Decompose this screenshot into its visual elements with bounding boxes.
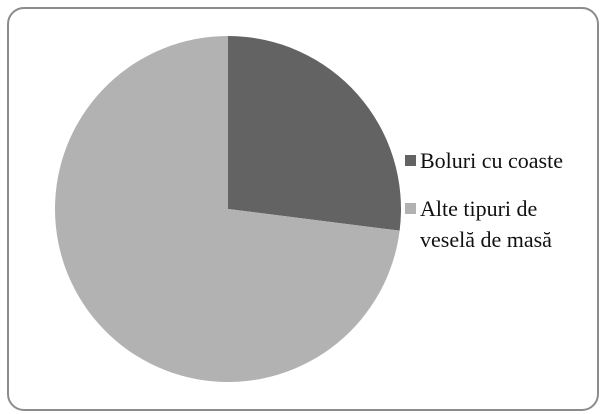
pie — [54, 35, 401, 382]
legend-label: Boluri cu coaste — [420, 148, 563, 173]
legend-item: Boluri cu coaste — [405, 145, 580, 176]
legend-item: Alte tipuri de veselă de masă — [405, 193, 580, 255]
legend-swatch — [405, 203, 416, 214]
legend-label: Alte tipuri de veselă de masă — [420, 196, 552, 252]
pie-slice — [54, 35, 400, 382]
legend-swatch — [405, 155, 416, 166]
pie-slice — [228, 36, 401, 231]
legend: Boluri cu coaste Alte tipuri de veselă de… — [405, 145, 580, 272]
